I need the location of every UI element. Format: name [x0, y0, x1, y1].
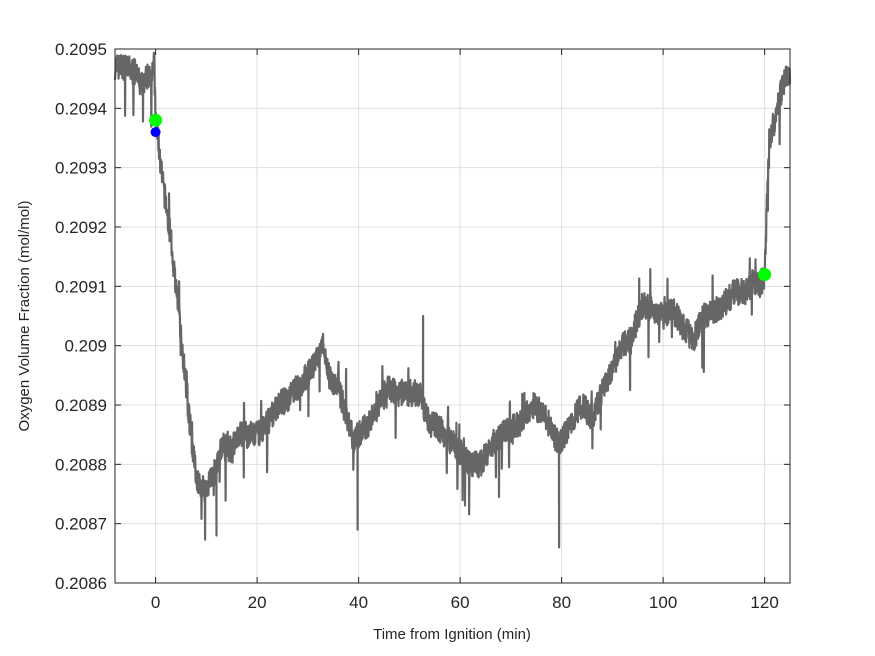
y-tick-label: 0.2086: [55, 574, 107, 593]
y-tick-label: 0.2092: [55, 218, 107, 237]
event-markers: [149, 113, 772, 281]
axes-box: [114, 48, 791, 584]
y-tick-label: 0.2094: [55, 99, 107, 118]
x-tick-labels: 0 20 40 60 80 100 120: [151, 593, 779, 612]
y-tick-label: 0.2095: [55, 40, 107, 59]
tick-marks: [115, 48, 790, 584]
x-tick-label: 100: [649, 593, 677, 612]
oxygen-series-line: [113, 51, 792, 549]
x-tick-label: 40: [349, 593, 368, 612]
y-tick-label: 0.2089: [55, 396, 107, 415]
plot-area: [113, 48, 792, 584]
x-axis-title: Time from Ignition (min): [373, 626, 531, 643]
green-marker: [758, 267, 772, 281]
x-tick-label: 60: [451, 593, 470, 612]
y-tick-label: 0.209: [64, 337, 107, 356]
y-tick-labels: 0.2086 0.2087 0.2088 0.2089 0.209 0.2091 0.209…: [55, 40, 107, 593]
green-marker: [149, 113, 163, 127]
x-tick-label: 20: [248, 593, 267, 612]
x-tick-label: 80: [552, 593, 571, 612]
x-tick-label: 0: [151, 593, 160, 612]
y-tick-label: 0.2091: [55, 277, 107, 296]
y-tick-label: 0.2093: [55, 159, 107, 178]
y-tick-label: 0.2088: [55, 455, 107, 474]
y-axis-title: Oxygen Volume Fraction (mol/mol): [16, 201, 33, 432]
x-tick-label: 120: [750, 593, 778, 612]
blue-marker: [150, 127, 161, 138]
y-tick-label: 0.2087: [55, 515, 107, 534]
data-series: [113, 51, 792, 549]
